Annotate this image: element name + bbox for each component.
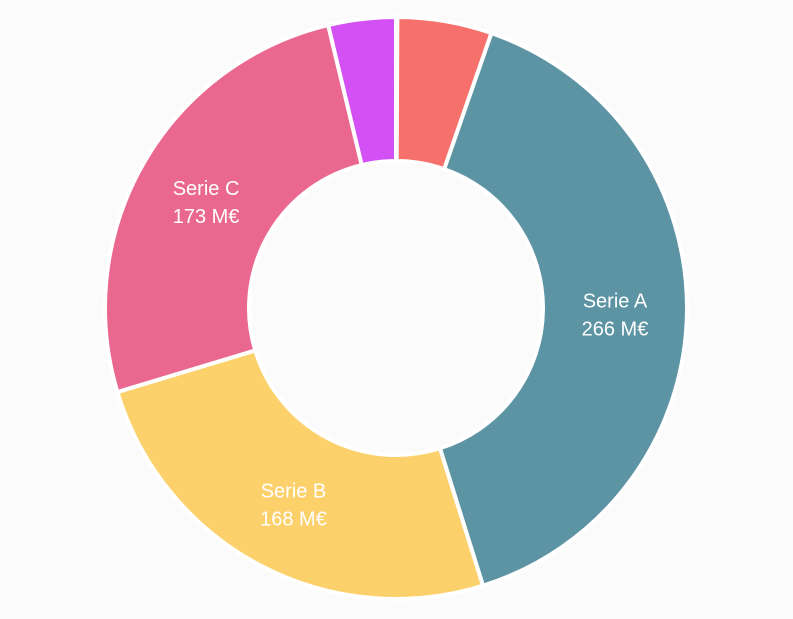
slice-serie-b[interactable] [115, 348, 485, 601]
slice-unlabeled-5[interactable] [326, 15, 398, 168]
slice-name-label: Serie B [261, 481, 327, 503]
labels-layer: Serie A 266 M€ Serie B 168 M€ Serie C 173 M€ [173, 178, 649, 531]
slices-layer [103, 14, 689, 601]
slice-name-label: Serie C [173, 178, 240, 200]
slice-value-label: 266 M€ [582, 318, 649, 340]
slice-serie-a[interactable] [437, 31, 689, 588]
slice-value-label: 173 M€ [173, 206, 240, 228]
slice-serie-c[interactable] [103, 23, 364, 395]
slice-name-label: Serie A [583, 290, 648, 312]
slice-value-label: 168 M€ [260, 509, 327, 531]
